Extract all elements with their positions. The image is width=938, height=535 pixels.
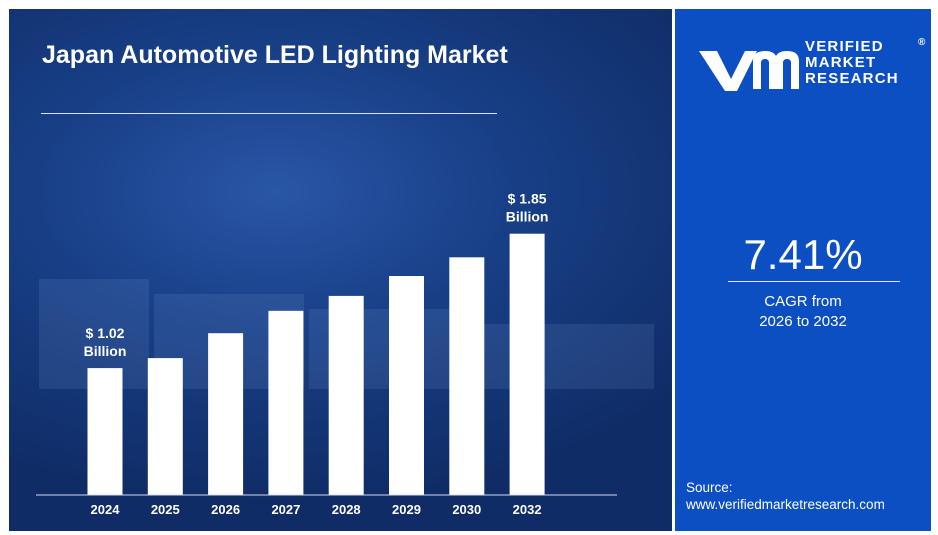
info-panel: VERIFIED MARKET RESEARCH ® 7.41% CAGR fr… [675, 9, 931, 531]
chart-panel: Japan Automotive LED Lighting Market 202… [9, 9, 672, 531]
x-tick-label-2025: 2025 [151, 502, 180, 517]
brand-name: VERIFIED MARKET RESEARCH ® [805, 37, 925, 87]
x-tick-label-2028: 2028 [332, 502, 361, 517]
bar-2028 [328, 295, 364, 495]
brand-line-verified: VERIFIED [805, 38, 884, 55]
x-tick-label-2027: 2027 [271, 502, 300, 517]
bar-2026 [208, 333, 244, 495]
cagr-label-line2: 2026 to 2032 [759, 313, 847, 330]
source-note: Source: www.verifiedmarketresearch.com [686, 479, 885, 513]
bar-chart: 2024 2025 2026 2027 2028 2029 2030 2032 $ 1.02 B… [36, 191, 617, 517]
cagr-label: CAGR from 2026 to 2032 [675, 292, 931, 332]
source-label: Source: [686, 480, 733, 495]
background-truck-shape [464, 324, 654, 389]
cagr-value: 7.41% [743, 231, 863, 278]
x-tick-label-2030: 2030 [452, 502, 481, 517]
bar-2025 [147, 358, 183, 495]
x-tick-label-2024: 2024 [91, 502, 121, 517]
x-tick-label-2026: 2026 [211, 502, 240, 517]
bar-2032 [509, 233, 545, 495]
x-tick-label-2029: 2029 [392, 502, 421, 517]
brand-line-research: RESEARCH [805, 70, 899, 87]
brand-line-market: MARKET [805, 54, 877, 71]
bar-2027 [268, 310, 304, 495]
bar-2030 [449, 257, 485, 495]
cagr-divider [728, 281, 900, 282]
cagr-label-line1: CAGR from [764, 293, 842, 310]
bar-2024 [87, 368, 123, 495]
data-label-2032: $ 1.85 Billion [506, 191, 549, 225]
vmr-logo-icon [699, 51, 799, 91]
source-url: www.verifiedmarketresearch.com [686, 497, 885, 512]
x-tick-label-2032: 2032 [513, 502, 542, 517]
title-divider [41, 113, 497, 114]
data-label-2024: $ 1.02 Billion [84, 325, 127, 359]
chart-title: Japan Automotive LED Lighting Market [42, 41, 508, 69]
infographic: Japan Automotive LED Lighting Market 202… [9, 9, 931, 531]
registered-mark: ® [918, 37, 927, 48]
bar-2029 [389, 276, 424, 495]
